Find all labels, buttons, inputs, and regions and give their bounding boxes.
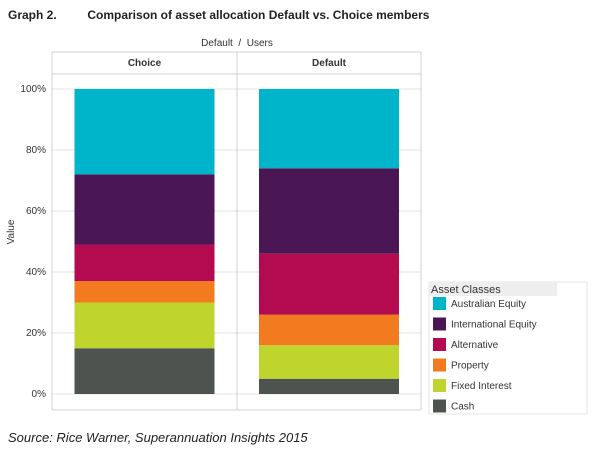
bar-segment-default-international-equity [259, 168, 399, 254]
bar-segment-default-fixed-interest [259, 345, 399, 379]
category-label-default: Default [312, 58, 347, 69]
bar-segment-choice-alternative [74, 244, 215, 282]
bar-segment-default-cash [259, 378, 399, 394]
legend-swatch-australian-equity [433, 297, 446, 310]
legend-label-cash: Cash [451, 402, 474, 413]
legend-title-bg [429, 282, 557, 296]
y-tick-label: 60% [26, 206, 46, 217]
y-tick-label: 40% [26, 267, 46, 278]
legend-label-international-equity: International Equity [451, 320, 537, 331]
bar-segment-choice-property [74, 281, 215, 303]
legend-swatch-alternative [433, 338, 446, 351]
bar-segment-choice-international-equity [74, 174, 215, 245]
legend-swatch-property [433, 358, 446, 372]
bar-segment-choice-australian-equity [74, 89, 215, 175]
category-label-choice: Choice [128, 58, 162, 69]
y-tick-labels: 0% 20% 40% 60% 80% 100% [20, 84, 46, 400]
legend-label-property: Property [451, 361, 489, 372]
legend-box [428, 281, 588, 415]
y-tick-label: 20% [26, 328, 46, 339]
legend-title: Asset Classes [431, 284, 501, 296]
bar-segment-choice-cash [74, 348, 215, 394]
legend-swatch-cash [433, 399, 446, 413]
legend-swatch-fixed-interest [433, 379, 446, 392]
bar-segment-default-alternative [259, 253, 399, 315]
bar-segment-default-property [259, 314, 399, 346]
y-tick-label: 100% [20, 84, 46, 95]
legend-swatch-international-equity [433, 317, 446, 331]
bars [74, 89, 399, 394]
legend-label-fixed-interest: Fixed Interest [451, 381, 512, 392]
graph-title: Comparison of asset allocation Default v… [87, 8, 430, 22]
bar-segment-choice-fixed-interest [74, 302, 215, 349]
graph-number: Graph 2. [8, 8, 57, 22]
column-header: Default / Users [201, 38, 273, 49]
y-tick-label: 0% [32, 389, 47, 400]
source-note: Source: Rice Warner, Superannuation Insi… [8, 430, 308, 445]
y-tick-label: 80% [26, 145, 46, 156]
legend: Asset Classes Australian Equity Internatio… [428, 281, 588, 415]
legend-label-alternative: Alternative [451, 340, 499, 351]
bar-segment-default-australian-equity [259, 89, 399, 169]
graph-header: Graph 2. Comparison of asset allocation … [8, 8, 429, 22]
y-axis-label: Value [6, 219, 17, 244]
panels: Choice Default [51, 51, 422, 411]
legend-label-australian-equity: Australian Equity [451, 299, 526, 310]
